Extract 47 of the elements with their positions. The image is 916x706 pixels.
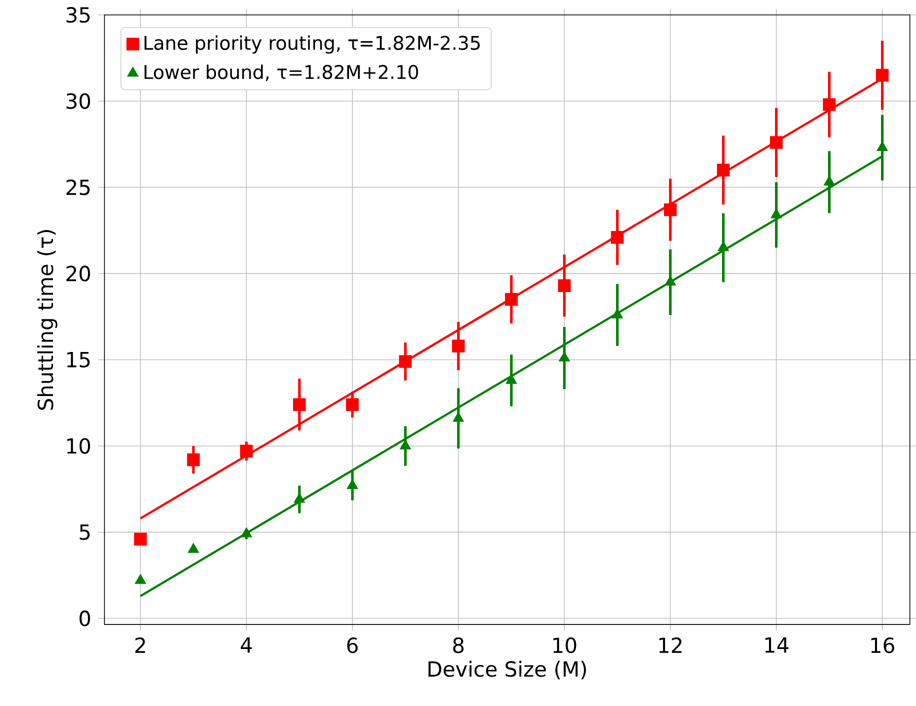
y-axis-title: Shuttling time (τ) — [37, 230, 58, 410]
point — [770, 208, 782, 218]
y-tick-label: 15 — [67, 352, 90, 368]
point — [452, 340, 465, 352]
x-tick-label: 8 — [453, 637, 464, 654]
point — [558, 279, 571, 292]
legend-label: Lane priority routing, τ=1.82M-2.35 — [144, 35, 480, 54]
point — [134, 532, 147, 546]
point — [400, 440, 411, 450]
point — [399, 355, 412, 368]
point — [187, 453, 200, 466]
point — [664, 203, 677, 216]
y-tick-label: 20 — [66, 266, 90, 282]
y-tick-label: 35 — [66, 7, 90, 23]
point — [770, 136, 783, 149]
point — [294, 493, 305, 503]
x-tick-label: 16 — [871, 637, 894, 654]
point — [822, 98, 836, 111]
point — [452, 412, 464, 422]
point — [716, 164, 730, 176]
point — [134, 574, 146, 584]
point — [240, 444, 253, 458]
x-tick-label: 12 — [659, 637, 682, 653]
point — [346, 479, 358, 490]
point — [346, 398, 359, 411]
point — [718, 241, 729, 252]
y-tick-label: 5 — [80, 524, 90, 540]
point — [612, 308, 623, 318]
y-tick-label: 25 — [66, 179, 90, 196]
x-tick-label: 4 — [240, 637, 252, 653]
x-tick-label: 14 — [765, 637, 788, 653]
point — [293, 398, 306, 411]
y-tick-label: 30 — [66, 93, 90, 109]
point — [664, 276, 676, 286]
point — [610, 230, 624, 244]
y-tick-label: 0 — [80, 610, 90, 626]
point — [188, 543, 199, 553]
point — [558, 352, 570, 362]
point — [876, 68, 889, 82]
y-tick-label: 10 — [67, 438, 90, 454]
x-tick-label: 2 — [135, 637, 145, 653]
x-tick-label: 6 — [347, 637, 358, 654]
point — [240, 528, 252, 538]
legend-label: Lower bound, τ=1.82M+2.10 — [144, 64, 418, 82]
x-axis-title: Device Size (M) — [428, 660, 586, 680]
point — [505, 293, 518, 306]
x-tick-label: 10 — [553, 637, 576, 654]
